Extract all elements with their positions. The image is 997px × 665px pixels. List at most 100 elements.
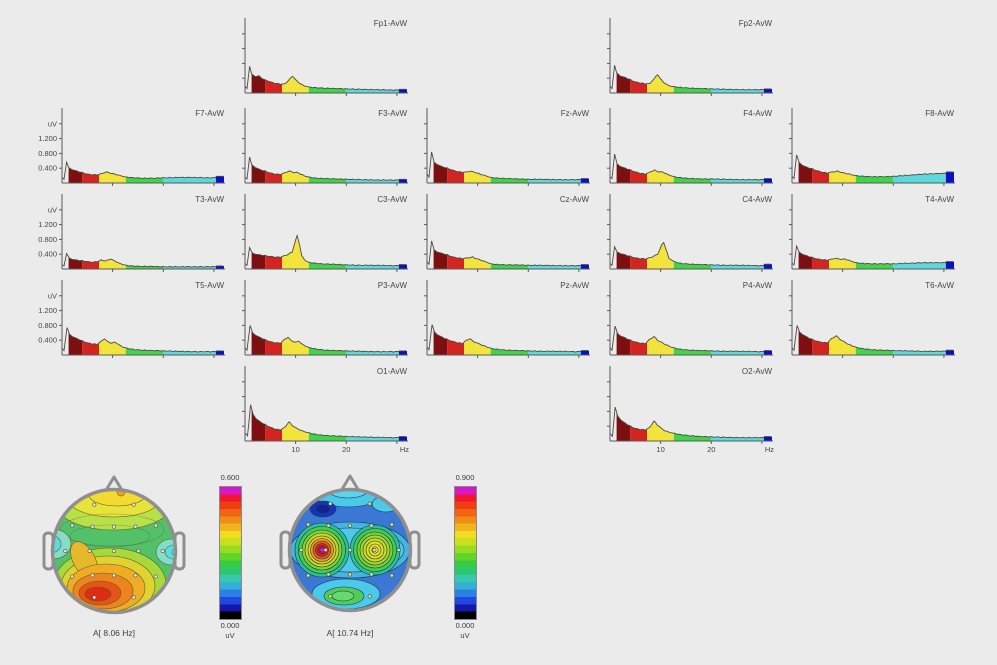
spectrum-outline bbox=[609, 241, 771, 267]
x-unit-label: Hz bbox=[765, 445, 774, 454]
band-fill bbox=[251, 251, 266, 269]
colorbar1-max-label: 0.600 bbox=[220, 473, 240, 482]
band-fill bbox=[763, 350, 772, 355]
band-fill bbox=[647, 169, 674, 183]
channel-label: P3-AvW bbox=[378, 281, 408, 290]
band-fill bbox=[464, 171, 491, 183]
band-fill bbox=[945, 261, 954, 269]
channel-label: T3-AvW bbox=[195, 195, 224, 204]
electrode-dot bbox=[369, 523, 374, 528]
band-fill bbox=[99, 259, 126, 269]
band-fill bbox=[433, 160, 448, 183]
colorbar2-max-label: 0.900 bbox=[455, 473, 475, 482]
band-fill bbox=[630, 79, 647, 93]
band-fill bbox=[798, 329, 813, 355]
spectrum-plot-t3: T3-AvW 0.400 0.800 1.200 uV bbox=[38, 194, 225, 272]
band-fill bbox=[398, 350, 407, 355]
y-tick-label: 0.400 bbox=[38, 250, 57, 259]
band-fill bbox=[82, 340, 99, 355]
band-fill bbox=[798, 160, 813, 183]
band-fill bbox=[99, 338, 126, 355]
band-fill bbox=[647, 336, 674, 355]
band-fill bbox=[447, 167, 464, 183]
electrode-dot bbox=[92, 595, 97, 600]
topomap2-frequency-label: A[ 10.74 Hz] bbox=[326, 628, 374, 638]
topomap1-frequency-label: A[ 8.06 Hz] bbox=[92, 628, 136, 638]
band-fill bbox=[464, 256, 491, 269]
electrode-dot bbox=[90, 573, 95, 578]
nose-icon bbox=[339, 474, 361, 492]
band-fill bbox=[125, 265, 164, 269]
y-tick-label: 0.800 bbox=[38, 321, 57, 330]
y-unit-label: uV bbox=[48, 291, 57, 300]
band-fill bbox=[893, 172, 946, 183]
electrode-dot bbox=[92, 502, 97, 507]
spectrum-outline bbox=[244, 156, 406, 181]
electrode-dots bbox=[299, 501, 401, 599]
band-fill bbox=[855, 347, 894, 355]
band-fill bbox=[580, 264, 589, 269]
band-fill bbox=[616, 72, 631, 93]
channel-label: F3-AvW bbox=[378, 109, 407, 118]
colorbar2-min-label: 0.000 bbox=[455, 621, 475, 630]
electrode-dot bbox=[131, 502, 136, 507]
band-fill bbox=[398, 179, 407, 183]
band-fill bbox=[616, 330, 631, 355]
electrode-dot bbox=[160, 549, 165, 554]
band-fill bbox=[346, 436, 399, 441]
y-tick-label: 1.200 bbox=[38, 306, 57, 315]
spectrum-outline bbox=[61, 252, 223, 268]
band-fill bbox=[945, 171, 954, 183]
electrode-dot bbox=[133, 524, 138, 529]
band-fill bbox=[308, 176, 347, 183]
band-fill bbox=[447, 339, 464, 355]
band-fill bbox=[812, 168, 829, 183]
band-fill bbox=[855, 175, 894, 183]
spectrum-plot-c3: C3-AvW bbox=[242, 194, 408, 272]
band-fill bbox=[829, 258, 856, 269]
colorbar1-gradient bbox=[219, 486, 242, 620]
x-tick-label: 20 bbox=[707, 445, 715, 454]
band-fill bbox=[251, 329, 266, 355]
spectrum-outline bbox=[791, 154, 953, 180]
band-fill bbox=[616, 161, 631, 183]
electrode-dot bbox=[299, 548, 304, 553]
band-fill bbox=[829, 335, 856, 355]
spectrum-outline bbox=[609, 325, 771, 353]
spectrum-plot-pz: Pz-AvW bbox=[424, 280, 590, 358]
colorbar2-gradient bbox=[454, 486, 477, 620]
band-fill bbox=[308, 432, 347, 441]
y-unit-label: uV bbox=[48, 119, 57, 128]
band-fill bbox=[630, 339, 647, 355]
spectrum-plot-f8: F8-AvW bbox=[789, 108, 955, 186]
colorbar1-unit-label: uV bbox=[225, 631, 235, 640]
electrode-dot bbox=[348, 523, 353, 528]
band-fill bbox=[346, 88, 399, 93]
x-tick-label: 10 bbox=[656, 445, 664, 454]
electrode-dot bbox=[389, 573, 394, 578]
band-fill bbox=[630, 256, 647, 269]
band-fill bbox=[763, 436, 772, 441]
electrode-dot bbox=[326, 572, 331, 577]
electrode-dot bbox=[367, 501, 372, 506]
band-fill bbox=[282, 421, 309, 441]
spectrum-plot-o1: O1-AvW 10 20 Hz bbox=[242, 366, 409, 454]
band-fill bbox=[673, 176, 712, 183]
band-fill bbox=[647, 421, 674, 441]
spectrum-plot-p3: P3-AvW bbox=[242, 280, 408, 358]
spectrum-plot-f7: F7-AvW 0.400 0.800 1.200 uV bbox=[38, 108, 225, 186]
electrode-dot bbox=[326, 523, 331, 528]
band-fill bbox=[251, 73, 266, 93]
spectrum-plot-f3: F3-AvW bbox=[242, 108, 408, 186]
band-fill bbox=[68, 331, 83, 355]
electrode-dot bbox=[153, 523, 158, 528]
band-fill bbox=[447, 254, 464, 269]
channel-label: O2-AvW bbox=[742, 367, 773, 376]
band-fill bbox=[99, 171, 126, 183]
spectrum-outline bbox=[61, 327, 223, 353]
band-fill bbox=[616, 250, 631, 269]
band-fill bbox=[215, 176, 224, 183]
spectrum-outline bbox=[426, 324, 588, 353]
band-fill bbox=[282, 235, 309, 269]
